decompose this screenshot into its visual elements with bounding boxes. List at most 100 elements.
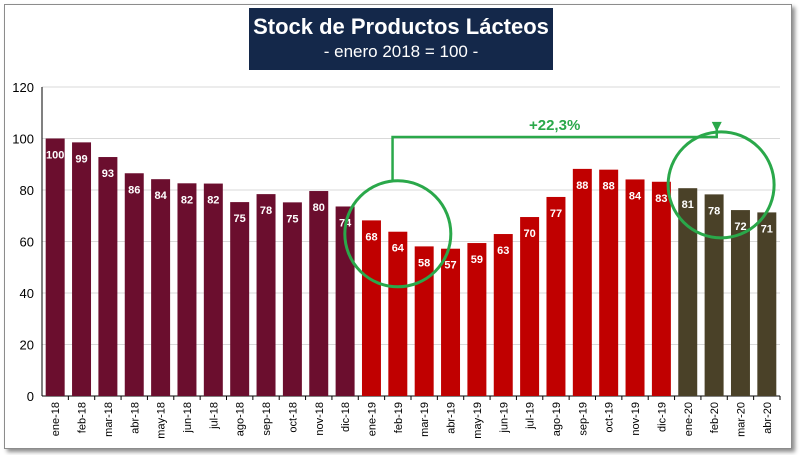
bar [98, 157, 118, 396]
x-tick-label: ago-18 [235, 402, 247, 436]
bar [520, 217, 540, 396]
bar [256, 194, 276, 396]
bar [203, 183, 223, 396]
bar [546, 196, 566, 396]
x-tick-label: jun-19 [498, 402, 510, 434]
data-label: 58 [418, 257, 430, 269]
x-tick-label: oct-19 [604, 402, 616, 433]
bar [467, 243, 487, 396]
y-axis: 0 20 40 60 80 100 120 [12, 80, 43, 404]
data-label: 84 [629, 190, 642, 202]
data-label: 77 [550, 208, 562, 220]
x-tick-label: feb-18 [77, 402, 89, 433]
data-label: 99 [75, 153, 87, 165]
data-label: 71 [761, 223, 773, 235]
x-tick-label: jul-18 [208, 402, 220, 430]
bar [441, 248, 461, 396]
chart-title: Stock de Productos Lácteos [253, 14, 549, 39]
x-tick-label: mar-19 [419, 402, 431, 437]
x-tick-label: jun-18 [182, 402, 194, 434]
x-tick-label: ene-19 [366, 402, 378, 436]
x-tick-label: dic-19 [656, 402, 668, 432]
highlight-circle [343, 179, 453, 289]
annotation-label: +22,3% [529, 117, 580, 134]
x-tick-label: feb-20 [709, 402, 721, 433]
y-tick-label: 120 [12, 80, 34, 95]
data-label: 72 [734, 221, 746, 233]
bar [678, 188, 698, 396]
data-label: 100 [46, 150, 64, 162]
highlight-circle [666, 130, 776, 240]
bar [493, 234, 513, 396]
bar [572, 168, 592, 396]
y-tick-label: 100 [12, 132, 34, 147]
x-tick-label: jul-19 [525, 402, 537, 430]
bar [388, 231, 408, 396]
bar [45, 138, 65, 396]
x-tick-label: abr-19 [446, 402, 458, 434]
bar [177, 183, 197, 396]
annotation: +22,3% [343, 117, 776, 289]
y-tick-label: 80 [20, 183, 34, 198]
data-label: 75 [286, 213, 298, 225]
data-label: 64 [392, 243, 405, 255]
x-tick-label: abr-18 [129, 402, 141, 434]
data-label: 83 [655, 193, 667, 205]
data-label: 80 [313, 202, 325, 214]
data-label: 86 [128, 184, 140, 196]
y-tick-label: 60 [20, 235, 34, 250]
x-tick-label: dic-18 [340, 402, 352, 432]
x-tick-label: nov-18 [314, 402, 326, 436]
data-label: 75 [234, 213, 246, 225]
y-tick-label: 20 [20, 338, 34, 353]
data-label: 63 [497, 245, 509, 257]
bar [625, 179, 645, 396]
bar [730, 210, 750, 396]
x-tick-label: sep-19 [577, 402, 589, 436]
bar [757, 212, 777, 396]
x-tick-label: abr-20 [762, 402, 774, 434]
x-tick-label: feb-19 [393, 402, 405, 433]
x-tick-label: nov-19 [630, 402, 642, 436]
data-label: 84 [154, 190, 167, 202]
bar [651, 181, 671, 396]
bar [72, 142, 92, 396]
bar [282, 202, 302, 396]
data-label: 78 [260, 205, 272, 217]
x-tick-label: sep-18 [261, 402, 273, 436]
data-label: 88 [603, 181, 615, 193]
data-label: 57 [444, 260, 456, 272]
data-label: 78 [708, 205, 720, 217]
data-label: 59 [471, 254, 483, 266]
x-tick-label: may-19 [472, 402, 484, 439]
bar [361, 220, 381, 396]
data-label: 93 [102, 168, 114, 180]
x-tick-label: ene-18 [50, 402, 62, 436]
bar [230, 202, 250, 396]
data-label: 82 [181, 194, 193, 206]
x-axis: ene-18 feb-18 mar-18 abr-18 may-18 jun-18 jul-… [50, 396, 781, 439]
bar [151, 179, 171, 396]
annotation-arrowhead [711, 121, 722, 132]
x-tick-label: ago-19 [551, 402, 563, 436]
bar [704, 194, 724, 396]
x-tick-label: mar-20 [735, 402, 747, 437]
data-label: 81 [682, 199, 694, 211]
data-label: 70 [523, 228, 535, 240]
x-tick-label: may-18 [156, 402, 168, 439]
data-label: 68 [365, 231, 377, 243]
y-tick-label: 40 [20, 286, 34, 301]
y-tick-label: 0 [27, 389, 34, 404]
x-tick-label: ene-20 [683, 402, 695, 436]
chart-subtitle: - enero 2018 = 100 - [323, 42, 479, 61]
chart-title-box: Stock de Productos Lácteos - enero 2018 … [249, 8, 553, 70]
x-tick-label: mar-18 [103, 402, 115, 437]
data-label: 88 [576, 180, 588, 192]
bar [599, 169, 619, 396]
bar [124, 173, 144, 396]
x-tick-label: oct-18 [287, 402, 299, 433]
bar [309, 191, 329, 396]
data-label: 82 [207, 195, 219, 207]
